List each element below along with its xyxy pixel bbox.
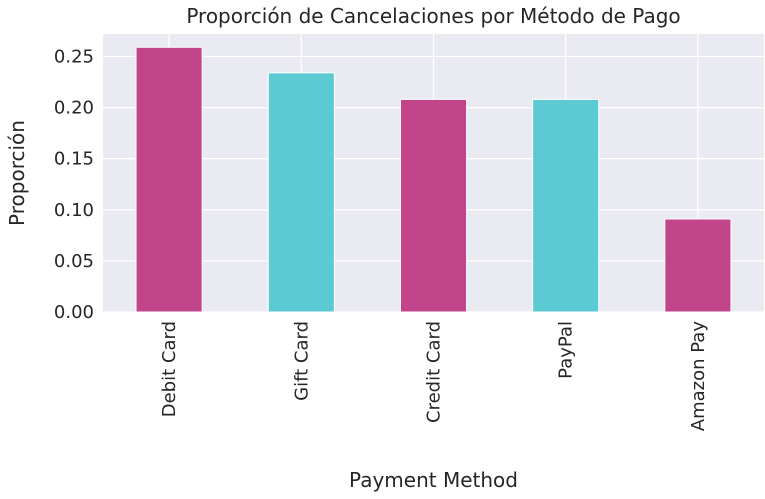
x-axis-label: Payment Method: [349, 468, 518, 492]
bar-debit-card: [135, 46, 203, 313]
y-tick-label: 0.20: [54, 98, 94, 119]
x-tick-label: PayPal: [556, 321, 577, 379]
x-tick-label: Debit Card: [159, 321, 180, 417]
y-tick-label: 0.05: [54, 251, 94, 272]
y-tick-labels: 0.00 0.05 0.10 0.15 0.20 0.25: [54, 46, 94, 323]
bar-credit-card: [399, 98, 468, 313]
y-tick-label: 0.25: [54, 46, 94, 67]
y-tick-label: 0.10: [54, 200, 94, 221]
x-tick-label: Amazon Pay: [688, 321, 709, 432]
y-tick-label: 0.00: [54, 302, 94, 323]
bar-amazon-pay: [664, 218, 732, 313]
x-tick-labels: Debit Card Gift Card Credit Card PayPal Amaz…: [159, 321, 709, 432]
y-tick-label: 0.15: [54, 149, 94, 170]
y-axis-label: Proporción: [5, 120, 29, 226]
bars: [135, 46, 732, 313]
x-tick-label: Credit Card: [424, 321, 445, 423]
x-tick-label: Gift Card: [291, 321, 312, 401]
bar-gift-card: [267, 72, 335, 313]
bar-paypal: [532, 98, 600, 313]
chart-title: Proporción de Cancelaciones por Método d…: [186, 4, 680, 28]
